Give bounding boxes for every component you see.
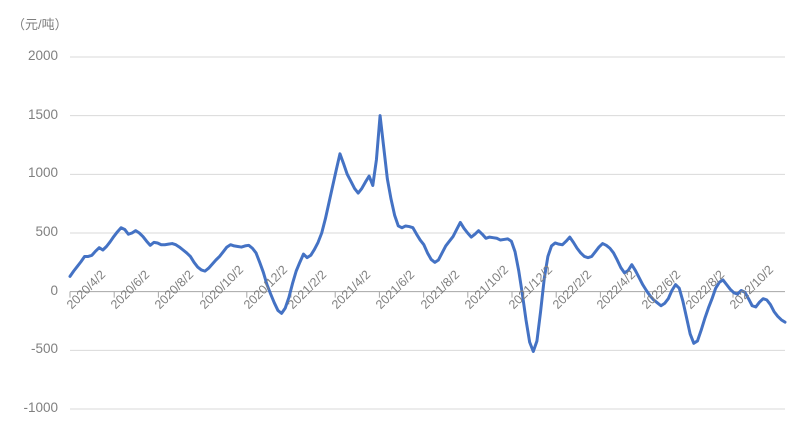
y-axis-tick-label: 0 (50, 282, 58, 298)
gridlines (70, 56, 785, 410)
series-line-price-spread (68, 114, 787, 354)
y-axis-tick-label: 1000 (27, 165, 58, 181)
y-axis-tick-label: -500 (30, 341, 58, 357)
y-axis-unit-label: （元/吨） (12, 17, 68, 32)
y-axis-tick-label: 500 (35, 224, 58, 239)
y-axis-tick-label: 1500 (27, 106, 58, 122)
y-axis-tick-label: -1000 (23, 400, 58, 415)
y-axis-tick-label: 2000 (27, 48, 58, 63)
